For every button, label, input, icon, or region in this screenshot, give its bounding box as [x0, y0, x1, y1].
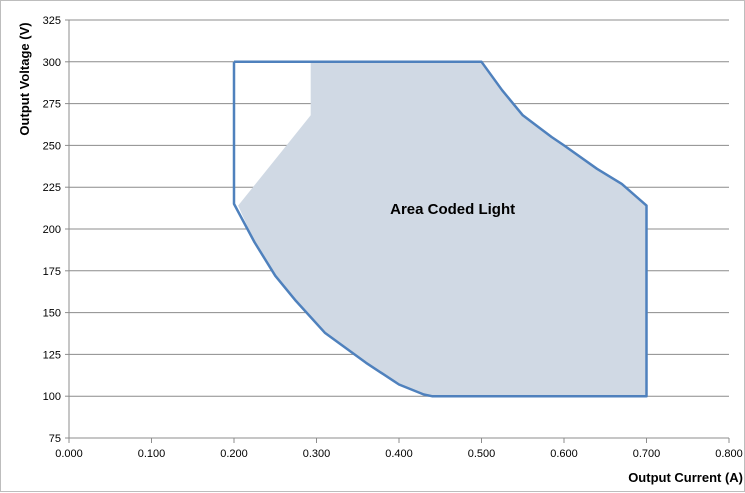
x-tick-label: 0.700: [633, 448, 661, 460]
area-annotation: Area Coded Light: [390, 201, 515, 218]
y-tick-label: 300: [43, 57, 61, 69]
axis-layer: [65, 19, 730, 443]
x-tick-label: 0.400: [385, 448, 413, 460]
y-tick-label: 175: [43, 266, 61, 278]
y-tick-label: 225: [43, 182, 61, 194]
shaded-area-region: [238, 61, 647, 397]
operating-boundary-line: [232, 60, 648, 398]
x-tick-label: 0.100: [138, 448, 166, 460]
y-tick-label: 200: [43, 224, 61, 236]
x-tick-label: 0.600: [550, 448, 578, 460]
tick-layer: 75 100 125 150 175 200 225 250 275 300 325 0.000 0.1…: [43, 15, 743, 460]
x-axis-title: Output Current (A): [628, 470, 743, 485]
y-tick-label: 100: [43, 391, 61, 403]
x-tick-label: 0.500: [468, 448, 496, 460]
y-tick-label: 250: [43, 140, 61, 152]
y-tick-label: 75: [49, 433, 61, 445]
x-tick-label: 0.200: [220, 448, 248, 460]
x-tick-label: 0.000: [55, 448, 83, 460]
y-tick-label: 275: [43, 99, 61, 111]
x-tick-label: 0.800: [715, 448, 743, 460]
area-layer: [232, 60, 648, 398]
x-tick-label: 0.300: [303, 448, 331, 460]
y-tick-label: 125: [43, 349, 61, 361]
y-tick-label: 325: [43, 15, 61, 27]
y-tick-label: 150: [43, 308, 61, 320]
y-axis-title: Output Voltage (V): [17, 22, 32, 135]
